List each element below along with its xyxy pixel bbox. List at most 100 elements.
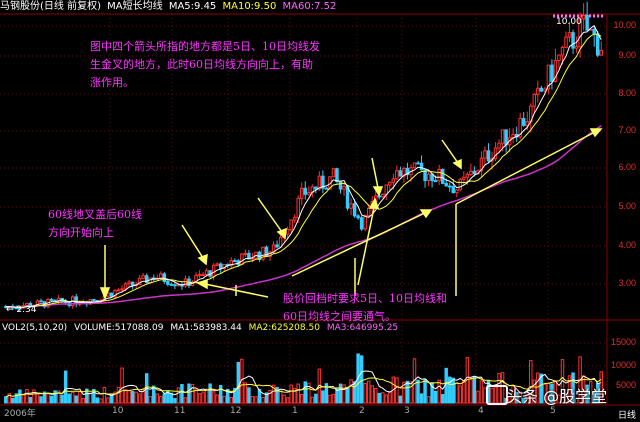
volume-bar — [208, 383, 212, 404]
volume-bar — [536, 372, 540, 404]
volume-bar — [518, 391, 522, 404]
candle-body — [39, 300, 43, 303]
candle-body — [465, 173, 470, 178]
candle-body — [247, 252, 251, 260]
volume-bar — [437, 379, 441, 404]
volume-bar — [85, 388, 89, 404]
candle-body — [113, 290, 117, 298]
candle-body — [314, 186, 318, 190]
volume-bar — [49, 395, 54, 404]
candle-body — [120, 288, 124, 291]
volume-tick: 5000 — [615, 380, 636, 390]
volume-bar — [381, 392, 385, 404]
period-tab[interactable]: 日线 — [617, 411, 636, 421]
volume-bar — [405, 380, 410, 404]
candle-body — [240, 253, 244, 266]
volume-bar — [39, 396, 43, 404]
volume-bar — [159, 396, 163, 404]
candle-body — [292, 217, 297, 221]
volume-bar — [11, 397, 15, 404]
volume-bar — [419, 393, 424, 404]
candle-body — [197, 274, 202, 277]
volume-bar — [152, 385, 156, 404]
volume-bar — [67, 393, 71, 404]
candle-body — [412, 162, 417, 169]
candle-body — [321, 175, 325, 189]
candle-body — [218, 263, 223, 269]
candle-body — [338, 181, 343, 190]
price-tick: 6.00 — [618, 162, 636, 172]
volume-bar — [507, 395, 512, 404]
candle-body — [141, 275, 145, 279]
candle-body — [123, 283, 128, 290]
price-tick: 9.00 — [618, 50, 636, 60]
volume-bar — [377, 392, 381, 404]
volume-bar — [46, 393, 50, 404]
volume-bar — [88, 392, 93, 404]
volume-bar — [370, 385, 374, 404]
volume-bar — [229, 396, 234, 404]
volume-bar — [497, 373, 501, 404]
volume-bar — [409, 381, 413, 404]
candle-body — [130, 281, 135, 286]
left-note: 60线地叉盖后60线 方向开始向上 — [48, 208, 142, 239]
volume-bar — [599, 371, 603, 404]
candle-body — [56, 297, 61, 302]
volume-bar — [500, 372, 505, 404]
volume-bar — [95, 397, 100, 404]
volume-bar — [130, 391, 135, 404]
date-tick: 2 — [359, 406, 365, 416]
candle-body — [211, 264, 216, 277]
candle-body — [564, 36, 568, 48]
candle-body — [419, 162, 424, 171]
candle-body — [289, 219, 293, 230]
volume-bar — [14, 393, 19, 404]
volume-bar — [395, 377, 399, 404]
date-tick: 10 — [112, 406, 124, 416]
candle-body — [363, 215, 367, 230]
candle-body — [137, 277, 142, 286]
volume-bar — [190, 384, 195, 404]
volume-bar — [300, 393, 304, 404]
candle-body — [261, 246, 265, 260]
candle-body — [166, 280, 170, 285]
volume-bar — [92, 388, 96, 404]
candle-body — [546, 64, 551, 90]
watermark-logo-icon — [486, 385, 508, 405]
volume-bar — [345, 387, 350, 404]
volume-bar — [35, 392, 40, 404]
volume-bar — [264, 392, 269, 404]
high-label: 10.00 — [556, 17, 582, 27]
candle-body — [560, 46, 565, 56]
volume-bar — [102, 386, 107, 404]
bottom-note: 股价回档时要求5日、10日均线和 60日均线之间要通气。 — [283, 292, 447, 323]
volume-bar — [592, 391, 596, 404]
candle-body — [451, 186, 455, 194]
candle-body — [356, 215, 360, 219]
volume-bar — [384, 394, 389, 404]
date-tick: 1 — [292, 406, 298, 416]
candle-body — [550, 64, 554, 82]
volume-bar — [469, 378, 473, 404]
volume-bar — [307, 382, 311, 404]
candle-body — [578, 18, 582, 48]
volume-bar — [324, 383, 329, 404]
candle-body — [433, 180, 438, 183]
volume-bar — [416, 379, 420, 404]
candle-body — [204, 270, 209, 275]
volume-bar — [458, 385, 463, 404]
volume-bar — [349, 379, 353, 404]
volume-bar — [70, 391, 75, 404]
volume-bar — [398, 395, 403, 404]
volume-averages — [5, 370, 602, 398]
volume-bar — [557, 394, 561, 404]
volume-bar — [388, 390, 392, 404]
volume-bar — [78, 390, 82, 404]
candle-body — [176, 284, 181, 287]
volume-bar — [342, 384, 346, 404]
chart-header: 马钢股份(日线 前复权) MA短长均线 MA5:9.45 MA10:9.50 M… — [0, 0, 560, 14]
volume-bar — [53, 390, 57, 404]
volume-bar — [250, 395, 255, 404]
candle-body — [447, 185, 452, 188]
